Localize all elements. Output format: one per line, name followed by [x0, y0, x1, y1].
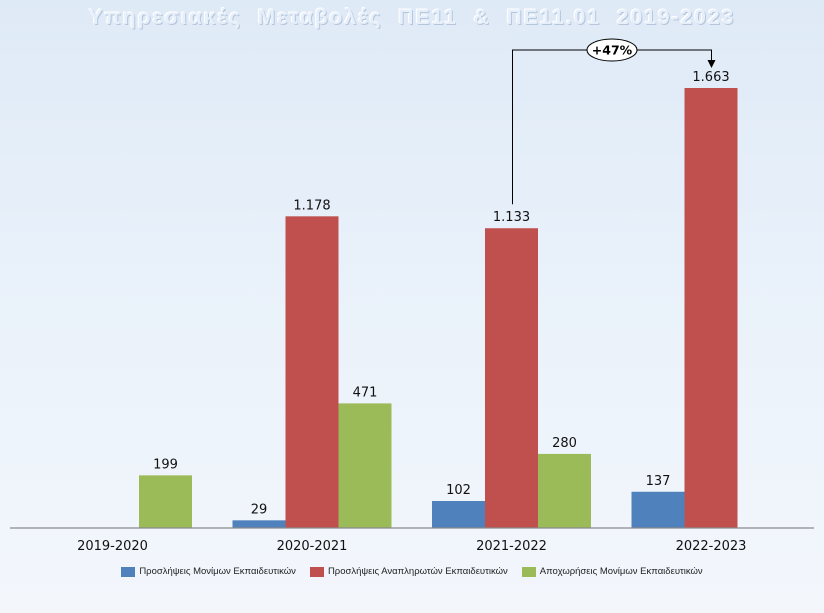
- legend-swatch: [309, 566, 324, 577]
- bar-2021-2022-series-2: [485, 228, 538, 528]
- data-label: 471: [353, 385, 378, 400]
- x-tick-label: 2019-2020: [77, 539, 148, 554]
- bar-2020-2021-series-3: [338, 403, 392, 528]
- data-label: 102: [446, 483, 471, 498]
- bar-2022-2023-series-2: [684, 88, 738, 528]
- x-tick-label: 2022-2023: [676, 539, 747, 554]
- bar-2019-2020-series-3: [139, 475, 192, 528]
- chart-title: Υπηρεσιακές Μεταβολές ΠΕ11 & ΠΕ11.01 201…: [88, 6, 736, 29]
- x-tick-label: 2020-2021: [277, 539, 348, 554]
- bar-2020-2021-series-1: [232, 520, 286, 528]
- annotation-text: +47%: [592, 43, 633, 58]
- bar-2021-2022-series-1: [432, 501, 485, 528]
- legend-item-2: Προσλήψεις Αναπληρωτών Εκπαιδευτικών: [309, 566, 508, 577]
- annotation-badge: [586, 38, 638, 62]
- legend-swatch: [521, 566, 536, 577]
- data-label: 280: [552, 436, 577, 451]
- bar-2021-2022-series-3: [538, 453, 591, 528]
- data-label: 137: [646, 474, 671, 489]
- annotation-arrow: [512, 49, 716, 205]
- bars-group: 199 29 1.178 471 102 1.133 280 137 1.663: [139, 70, 738, 528]
- legend-label: Προσλήψεις Αναπληρωτών Εκπαιδευτικών: [327, 566, 508, 577]
- legend-item-1: Προσλήψεις Μονίμων Εκπαιδευτικών: [121, 566, 296, 577]
- bar-2022-2023-series-1: [631, 491, 685, 528]
- legend-label: Προσλήψεις Μονίμων Εκπαιδευτικών: [139, 566, 296, 577]
- legend-item-3: Αποχωρήσεις Μονίμων Εκπαιδευτικών: [521, 566, 703, 577]
- data-label: 1.133: [493, 210, 530, 225]
- legend-swatch: [121, 566, 136, 577]
- legend: Προσλήψεις Μονίμων Εκπαιδευτικών Προσλήψε…: [0, 566, 824, 577]
- data-label: 199: [153, 457, 178, 472]
- legend-label: Αποχωρήσεις Μονίμων Εκπαιδευτικών: [539, 566, 703, 577]
- x-tick-label: 2021-2022: [476, 539, 547, 554]
- x-tick-labels: 2019-2020 2020-2021 2021-2022 2022-2023: [77, 539, 746, 554]
- bar-2020-2021-series-2: [285, 216, 339, 528]
- data-label: 1.663: [692, 70, 729, 85]
- growth-annotation: +47%: [512, 38, 716, 205]
- data-label: 1.178: [293, 198, 330, 213]
- data-label: 29: [251, 502, 268, 517]
